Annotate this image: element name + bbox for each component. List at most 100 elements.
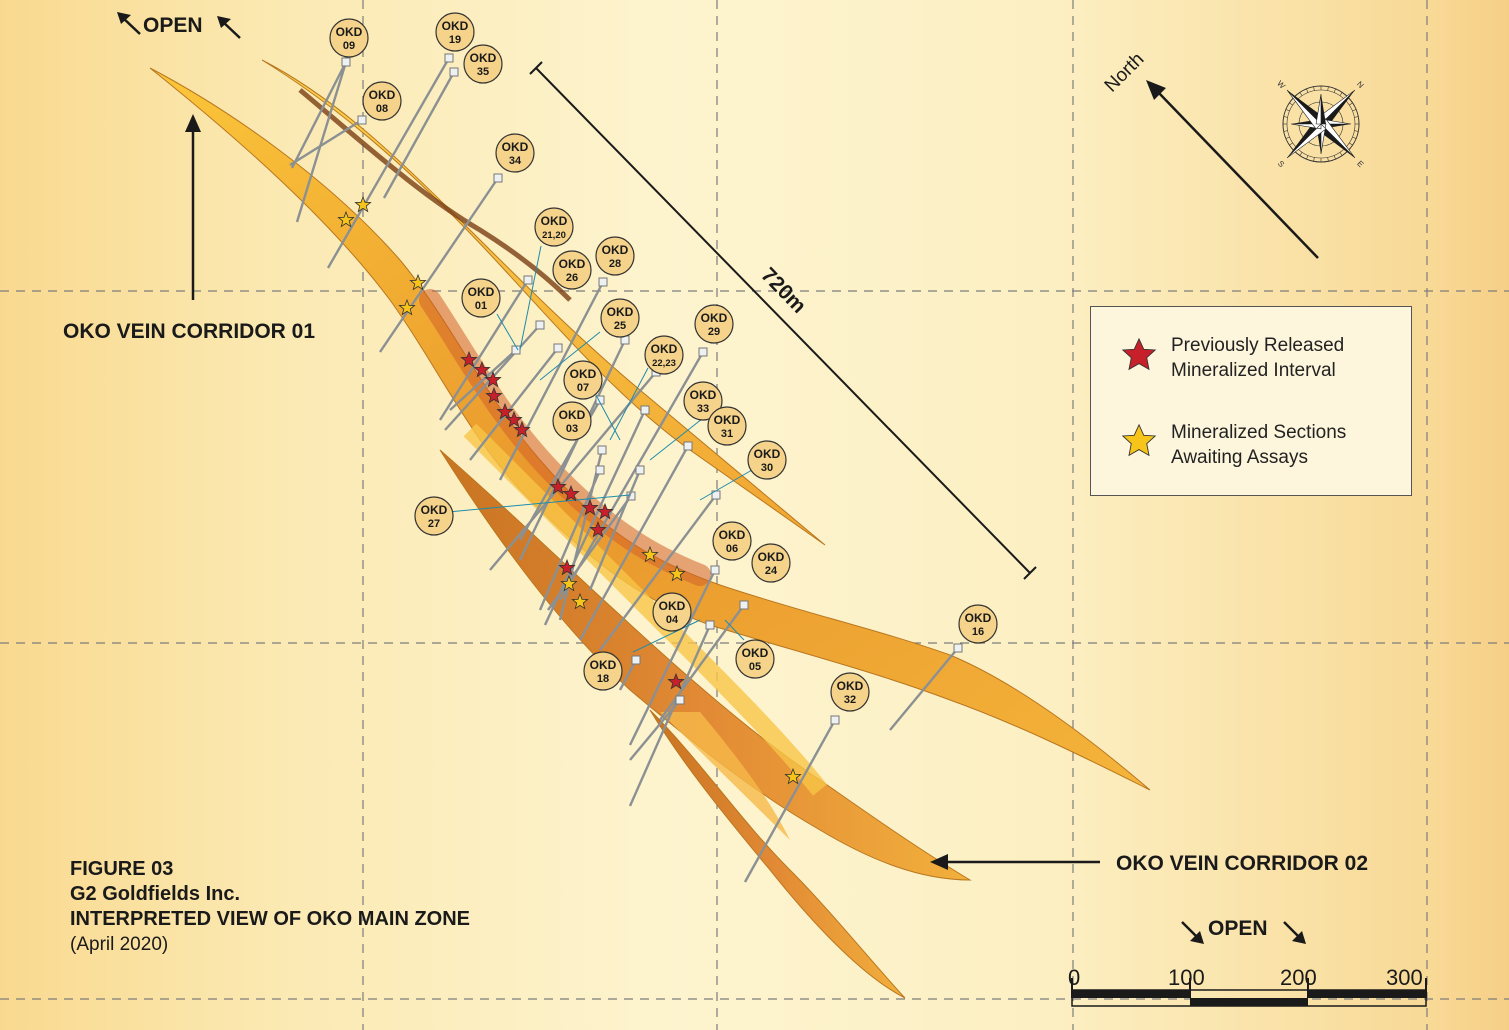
scale-tick-0: 0 bbox=[1068, 965, 1080, 990]
yellow-star-icon bbox=[784, 767, 802, 785]
svg-text:03: 03 bbox=[566, 423, 578, 435]
red-star-icon bbox=[485, 386, 503, 404]
svg-text:OKD: OKD bbox=[714, 413, 741, 427]
figure-title: INTERPRETED VIEW OF OKO MAIN ZONE bbox=[70, 908, 471, 930]
svg-text:33: 33 bbox=[697, 403, 709, 415]
svg-text:OKD: OKD bbox=[965, 611, 992, 625]
svg-text:18: 18 bbox=[597, 673, 609, 685]
svg-text:06: 06 bbox=[726, 543, 738, 555]
svg-text:OKD: OKD bbox=[541, 214, 568, 228]
open-bottom-label: OPEN bbox=[1208, 917, 1268, 940]
yellow-star-icon bbox=[337, 210, 355, 228]
north-arrow: North bbox=[1101, 49, 1319, 259]
red-star-icon bbox=[513, 420, 531, 438]
corridor-02-label: OKO VEIN CORRIDOR 02 bbox=[1116, 852, 1368, 875]
compass-point-label: S bbox=[1276, 159, 1286, 169]
svg-text:OKD: OKD bbox=[742, 646, 769, 660]
svg-text:24: 24 bbox=[765, 565, 778, 577]
svg-text:32: 32 bbox=[844, 694, 856, 706]
svg-text:OKD: OKD bbox=[336, 25, 363, 39]
red-star-icon bbox=[1121, 337, 1157, 371]
corridor-01-label: OKO VEIN CORRIDOR 01 bbox=[63, 320, 315, 343]
legend-awaiting-line2: Awaiting Assays bbox=[1171, 447, 1308, 468]
yellow-star-icon bbox=[409, 273, 427, 291]
svg-text:07: 07 bbox=[577, 382, 589, 394]
svg-text:04: 04 bbox=[666, 614, 679, 626]
scale-bar: 0 100 200 300 bbox=[1068, 965, 1427, 1007]
svg-text:31: 31 bbox=[721, 428, 733, 440]
svg-text:OKD: OKD bbox=[758, 550, 785, 564]
svg-text:27: 27 bbox=[428, 518, 440, 530]
figure-company: G2 Goldfields Inc. bbox=[70, 883, 241, 905]
intercept-stars bbox=[337, 195, 802, 785]
compass-point-label: N bbox=[1355, 80, 1366, 91]
svg-text:OKD: OKD bbox=[468, 285, 495, 299]
yellow-star-icon bbox=[641, 545, 659, 563]
red-star-icon bbox=[589, 520, 607, 538]
svg-text:OKD: OKD bbox=[421, 503, 448, 517]
svg-text:OKD: OKD bbox=[701, 311, 728, 325]
svg-text:OKD: OKD bbox=[651, 342, 678, 356]
svg-text:35: 35 bbox=[477, 66, 489, 78]
yellow-star-icon bbox=[668, 564, 686, 582]
yellow-star-icon bbox=[354, 195, 372, 213]
label-connectors bbox=[447, 245, 753, 653]
figure-number: FIGURE 03 bbox=[70, 858, 174, 880]
drill-hole-label: OKD 21,20 bbox=[534, 207, 574, 247]
red-star-icon bbox=[562, 484, 580, 502]
compass-rose-icon: N E S W bbox=[1275, 79, 1366, 169]
scale-tick-200: 200 bbox=[1280, 965, 1317, 990]
red-star-icon bbox=[496, 402, 514, 420]
red-star-icon bbox=[484, 370, 502, 388]
svg-text:OKD: OKD bbox=[602, 243, 629, 257]
svg-text:OKD: OKD bbox=[502, 140, 529, 154]
svg-text:OKD: OKD bbox=[754, 447, 781, 461]
scale-tick-300: 300 bbox=[1386, 965, 1423, 990]
north-label: North bbox=[1101, 49, 1149, 97]
compass-point-label: E bbox=[1355, 159, 1365, 169]
svg-text:05: 05 bbox=[749, 661, 761, 673]
legend: Previously Released Mineralized Interval… bbox=[1090, 306, 1412, 496]
svg-text:OKD: OKD bbox=[659, 599, 686, 613]
svg-text:16: 16 bbox=[972, 626, 984, 638]
corridor-02-arrow: OKO VEIN CORRIDOR 02 bbox=[930, 852, 1368, 875]
svg-text:OKD: OKD bbox=[470, 51, 497, 65]
figure-date: (April 2020) bbox=[70, 934, 169, 955]
svg-text:OKD: OKD bbox=[559, 257, 586, 271]
red-star-icon bbox=[667, 672, 685, 690]
red-star-icon bbox=[596, 502, 614, 520]
svg-text:28: 28 bbox=[609, 258, 621, 270]
legend-released-line1: Previously Released bbox=[1171, 335, 1345, 356]
drill-hole-label: OKD 22,23 bbox=[644, 335, 684, 375]
legend-awaiting-line1: Mineralized Sections bbox=[1171, 422, 1347, 443]
compass-point-label: W bbox=[1275, 79, 1287, 91]
svg-text:34: 34 bbox=[509, 155, 522, 167]
figure-caption: FIGURE 03 G2 Goldfields Inc. INTERPRETED… bbox=[70, 857, 470, 957]
svg-text:30: 30 bbox=[761, 462, 773, 474]
svg-text:OKD: OKD bbox=[837, 679, 864, 693]
svg-text:19: 19 bbox=[449, 34, 461, 46]
yellow-star-icon bbox=[398, 298, 416, 316]
svg-text:22,23: 22,23 bbox=[652, 358, 676, 369]
